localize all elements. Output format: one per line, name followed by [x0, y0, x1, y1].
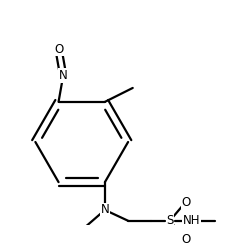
Text: NH: NH — [183, 214, 200, 227]
Text: O: O — [181, 233, 190, 246]
Text: O: O — [54, 43, 63, 56]
Text: N: N — [100, 204, 109, 216]
Text: N: N — [59, 69, 68, 82]
Text: S: S — [166, 214, 173, 227]
Text: O: O — [181, 196, 190, 209]
